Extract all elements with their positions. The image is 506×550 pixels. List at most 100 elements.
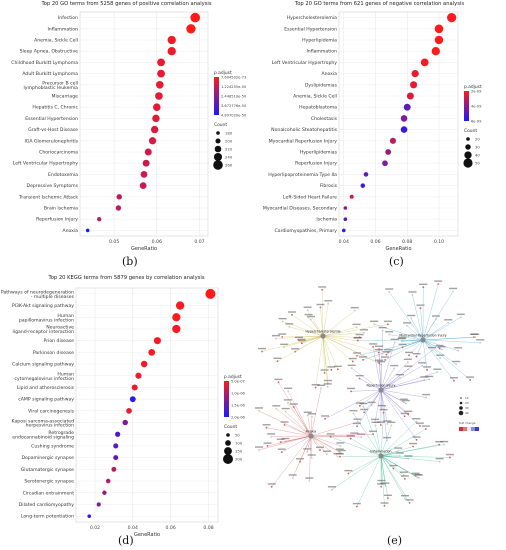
network-edge [363, 389, 382, 413]
category-label: Left Ventricular Hypertrophy [272, 60, 337, 66]
gene-label-mark [435, 441, 444, 443]
network-size-label: 20 [465, 401, 469, 405]
data-point [148, 348, 156, 356]
network-edge [420, 308, 424, 341]
category-label: Inflammation [306, 49, 337, 55]
gene-node [404, 402, 407, 405]
gene-label-mark [399, 398, 408, 400]
gene-node [351, 360, 354, 363]
gene-label-mark [287, 311, 296, 313]
legend-color-label: 4e-09 [471, 105, 482, 109]
network-edge [422, 339, 442, 350]
gene-node [283, 346, 285, 349]
legend-color-bar [464, 91, 469, 121]
gene-label-mark [449, 287, 458, 290]
category-label: Prion disease [44, 338, 75, 344]
gene-label-mark [383, 320, 392, 323]
data-point [102, 490, 107, 495]
gene-node [258, 449, 260, 451]
gene-node [291, 314, 293, 316]
gene-label-mark [377, 360, 386, 363]
panel-c-label: (c) [389, 255, 404, 268]
gene-node [447, 321, 450, 324]
gene-label-mark [380, 502, 389, 504]
data-point [389, 137, 396, 144]
gene-node [373, 323, 376, 326]
hub-node [308, 433, 314, 439]
network-edge [339, 455, 382, 457]
gene-label-mark [403, 358, 412, 360]
gene-label-mark [280, 343, 289, 345]
x-tick-label: 0.04 [339, 239, 349, 245]
gene-node [281, 320, 284, 323]
gene-label-mark [263, 442, 272, 444]
category-label: Reperfusion Injury [295, 161, 337, 167]
category-label: Left-Sided Heart Failure [283, 194, 337, 200]
gene-label-mark [316, 446, 325, 448]
category-label: Hyperlipidemias [300, 150, 338, 156]
gene-label-mark [398, 343, 407, 346]
gene-label-mark [456, 313, 465, 316]
legend-size-label: 40 [475, 153, 480, 158]
gene-label-mark [379, 408, 388, 411]
legend-size-label: 240 [225, 155, 233, 160]
network-edge [356, 389, 382, 427]
category-label: Essential Hypertension [284, 26, 337, 32]
legend-color-label: 5.0e-07 [231, 380, 245, 384]
data-point [140, 360, 148, 368]
network-edge [280, 435, 312, 443]
gene-label-mark [395, 374, 404, 376]
legend-size-label: 220 [225, 147, 233, 152]
network-edge [267, 435, 312, 447]
gene-label-mark [425, 375, 434, 378]
go-positive-dotplot: 0.05 0.06 0.07 Infection Inflammation Anemia,… [11, 11, 247, 252]
gene-label-mark [327, 366, 336, 368]
gene-label-mark [297, 338, 306, 341]
network-size-dot [458, 410, 464, 416]
gene-node [428, 378, 431, 381]
data-point [363, 172, 369, 177]
legend-size-label: 200 [235, 457, 243, 462]
legend-size-dot [214, 145, 222, 153]
gene-node [362, 358, 364, 361]
legend-color-label: 1.0e-06 [231, 392, 246, 396]
panel-d-title: Top 20 KEGG terms from 5879 genes by cor… [48, 275, 205, 281]
gene-label-mark [349, 409, 358, 412]
gene-label-mark [404, 365, 413, 367]
data-point [111, 466, 117, 472]
network-edge [288, 391, 312, 437]
gene-label-mark [277, 448, 286, 450]
data-point [96, 502, 101, 507]
gene-node [479, 341, 482, 344]
category-label: Hepatoblastoma [299, 105, 337, 111]
gene-node [412, 445, 414, 448]
network-color-swatch [463, 427, 467, 431]
legend-color-label: 4.897020e-50 [221, 114, 247, 118]
legend-size-label: 50 [235, 433, 240, 438]
data-point [385, 149, 392, 155]
panel-b-title: Top 20 GO terms from 5258 genes of posit… [41, 1, 212, 7]
gene-node [280, 451, 283, 453]
gene-label-mark [317, 384, 326, 387]
network-edge [301, 335, 324, 344]
gene-label-mark [415, 422, 424, 424]
gene-label-mark [281, 437, 290, 440]
network-edge [350, 438, 382, 457]
data-point [431, 47, 440, 56]
gene-node [388, 290, 391, 293]
network-edge [266, 427, 312, 437]
network-edge [322, 310, 355, 337]
gene-node [360, 436, 363, 438]
gene-node [408, 354, 410, 357]
network-edge [261, 335, 324, 352]
gene-label-mark [402, 322, 411, 324]
category-label: Cholestasis [311, 116, 338, 122]
category-label: Human papillomavirus infection [19, 313, 74, 323]
data-point [85, 228, 90, 233]
data-point [129, 396, 136, 403]
gene-label-mark [276, 438, 285, 440]
network-edge [380, 455, 418, 478]
gene-label-mark [348, 357, 357, 360]
gene-node [383, 505, 386, 507]
gene-node [292, 406, 295, 408]
